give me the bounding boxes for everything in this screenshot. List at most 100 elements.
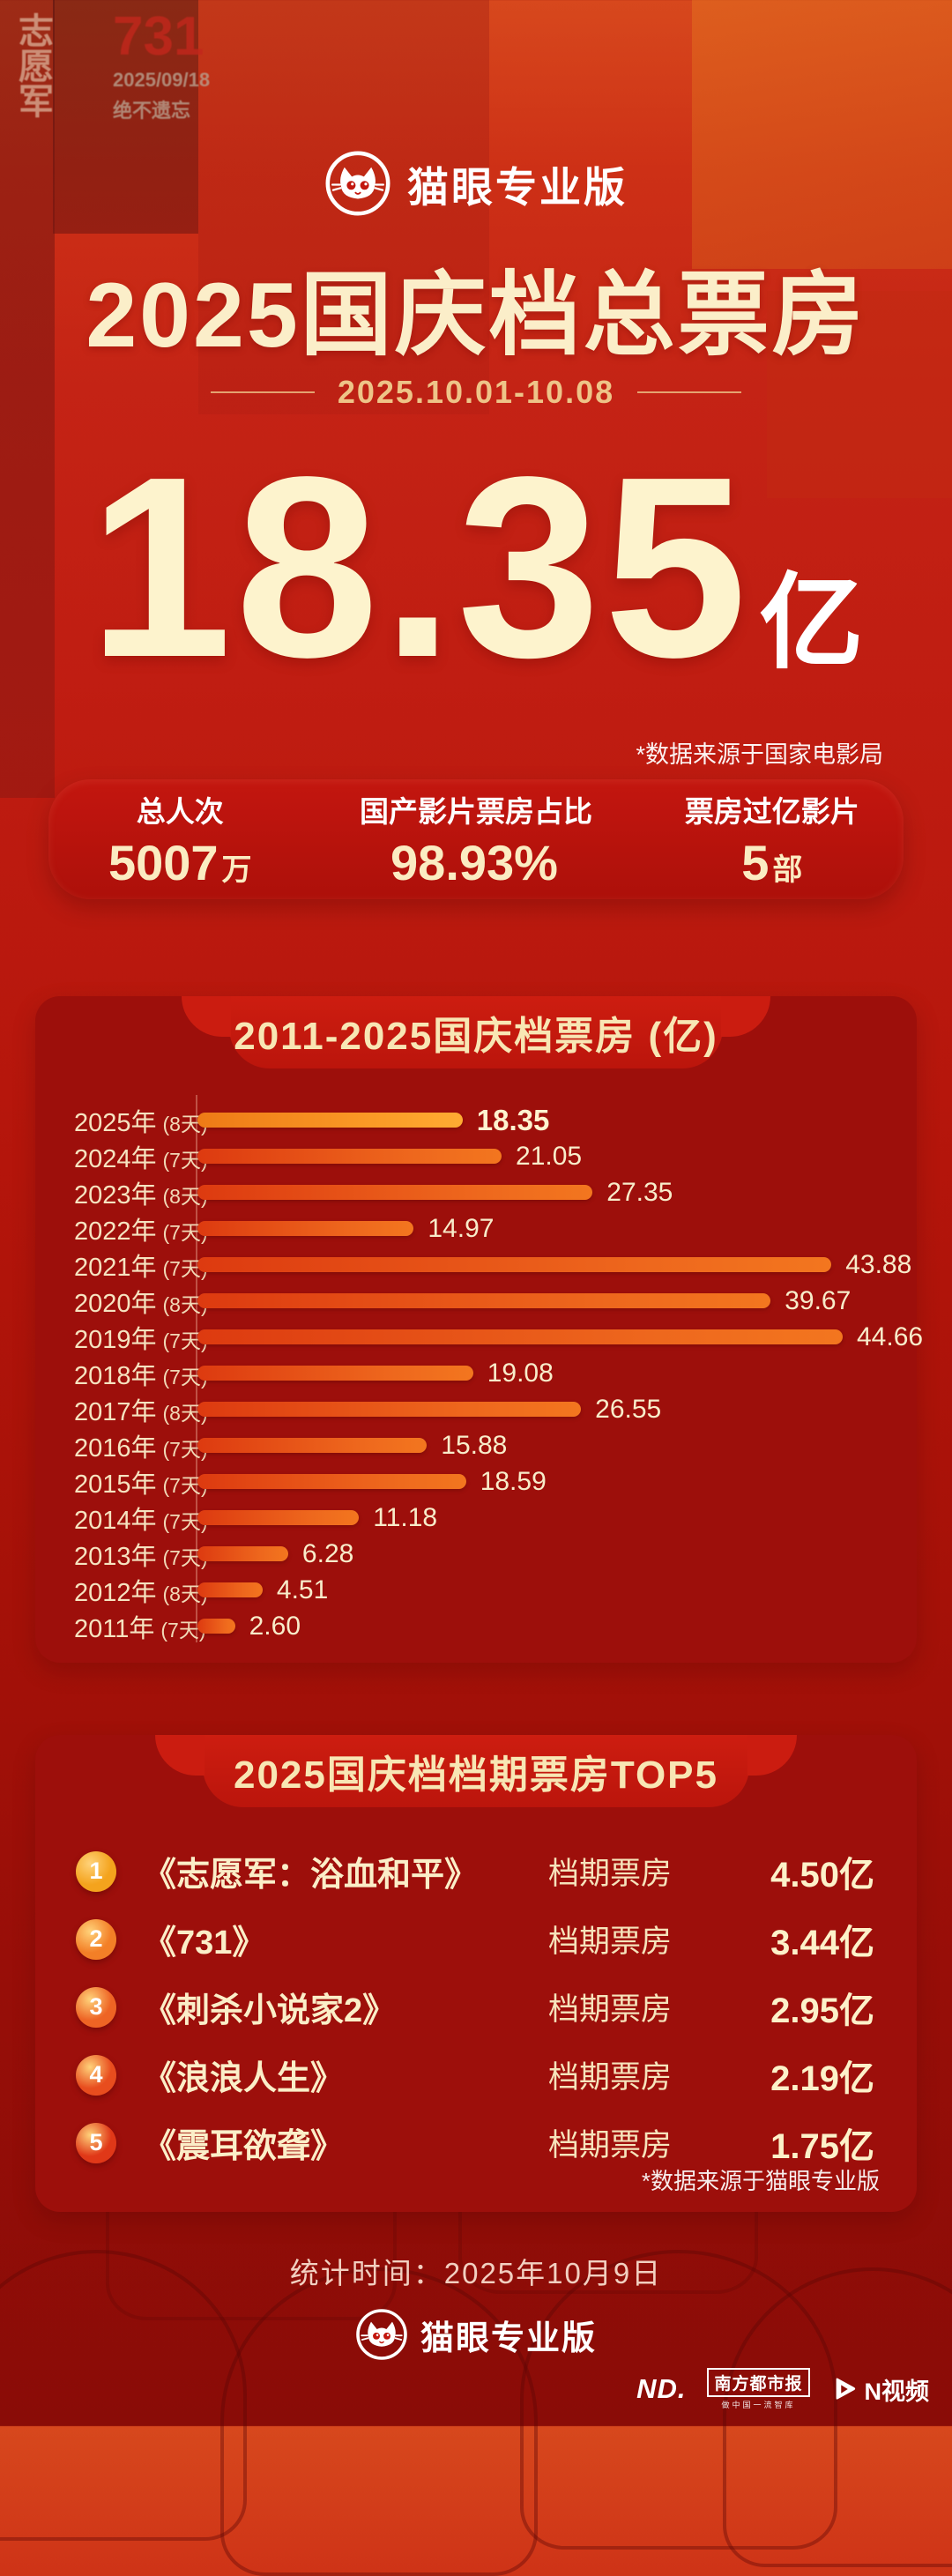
rank-badge: 4: [76, 2054, 116, 2096]
movie-box-office: 3.44亿: [770, 1923, 874, 1962]
date-divider-left: [210, 391, 315, 393]
rank-badge: 3: [76, 1986, 116, 2028]
total-box-office-value: 18.35: [88, 423, 751, 711]
chart-bar-track: 15.88: [196, 1427, 917, 1463]
poster-block-topright: [692, 0, 952, 269]
chart-row: 2021年 (7天) 43.88: [74, 1247, 917, 1283]
top5-row: 5 《震耳欲聋》 档期票房 1.75亿: [76, 2109, 874, 2177]
top5-card: 2025国庆档档期票房TOP5 1 《志愿军：浴血和平》档期票房 4.50亿 2 《73…: [35, 1735, 917, 2212]
metric-label: 档期票房: [548, 1925, 673, 1959]
chart-bar-value: 18.59: [480, 1467, 547, 1496]
stat-value: 5: [741, 834, 770, 890]
poster-text-date: 2025/09/18: [113, 69, 211, 91]
chart-bar-value: 14.97: [428, 1214, 495, 1243]
chart-bar: [197, 1221, 414, 1236]
chart-row: 2018年 (7天) 19.08: [74, 1355, 917, 1391]
rank-badge: 2: [76, 1918, 116, 1960]
chart-bar: [197, 1546, 288, 1561]
chart-year-label: 2021年 (7天): [74, 1253, 208, 1282]
stat-domestic-share: 国产影片票房占比 98.93%: [311, 788, 640, 891]
chart-bar-track: 18.59: [196, 1463, 917, 1500]
chart-bar-value: 6.28: [301, 1539, 354, 1568]
maoyan-cat-icon: [356, 2309, 407, 2360]
page-title: 2025国庆档总票房: [86, 264, 866, 367]
chart-year-label: 2017年 (8天): [74, 1397, 208, 1426]
poster-text-motto: 绝不遗忘: [113, 100, 191, 122]
source-note-national: *数据来源于国家电影局: [636, 741, 883, 768]
chart-row: 2019年 (7天) 44.66: [74, 1319, 923, 1355]
chart-bar: [197, 1185, 593, 1200]
chart-bar-track: 44.66: [196, 1319, 923, 1355]
stat-label: 票房过亿影片: [684, 794, 859, 828]
chart-bar-track: 6.28: [196, 1536, 917, 1572]
movie-title: 《731》: [143, 1925, 266, 1962]
top5-title: 2025国庆档档期票房TOP5: [233, 1753, 718, 1797]
chart-row: 2017年 (8天) 26.55: [74, 1391, 917, 1427]
source-note-maoyan: *数据来源于猫眼专业版: [641, 2168, 880, 2194]
chart-year-label: 2012年 (8天): [74, 1578, 208, 1607]
movie-title: 《志愿军：浴血和平》: [143, 1857, 479, 1894]
chart-year-label: 2024年 (7天): [74, 1144, 208, 1173]
chart-bar-track: 4.51: [196, 1572, 917, 1608]
rank-badge: 1: [76, 1850, 116, 1892]
chart-bar-value: 2.60: [249, 1612, 301, 1641]
movie-box-office: 2.19亿: [770, 2059, 874, 2098]
chart-year-label: 2011年 (7天): [74, 1614, 206, 1643]
chart-axis-line: [196, 1095, 197, 1642]
date-divider-right: [637, 391, 742, 393]
chart-bar-track: 18.35: [196, 1102, 917, 1138]
rank-badge: 5: [76, 2122, 116, 2163]
poster-text-731: 731: [113, 6, 205, 67]
paper-name: 南方都市报: [707, 2368, 810, 2397]
stat-value: 5007: [108, 834, 219, 890]
chart-rows: 2025年 (8天) 18.35 2024年 (7天) 21.05 2023年 (8天) 27.…: [35, 1095, 923, 1644]
footer-brand-name: 猫眼专业版: [420, 2319, 597, 2357]
poster-block-topleft: [53, 0, 198, 234]
chart-bar-track: 39.67: [196, 1283, 917, 1319]
chart-row: 2024年 (7天) 21.05: [74, 1138, 917, 1174]
stat-total-admissions: 总人次 5007 万: [48, 788, 311, 891]
chart-bar: [197, 1619, 235, 1634]
chart-year-label: 2023年 (8天): [74, 1180, 208, 1210]
chart-year-label: 2016年 (7天): [74, 1433, 208, 1463]
chart-bar: [197, 1582, 263, 1597]
metric-label: 档期票房: [548, 2060, 673, 2095]
top5-header-band: 2025国庆档档期票房TOP5: [155, 1735, 797, 1807]
movie-box-office: 4.50亿: [770, 1855, 874, 1895]
movie-box-office: 1.75亿: [770, 2126, 874, 2166]
chart-title: 2011-2025国庆档票房 (亿): [234, 1015, 718, 1058]
nvideo-name: N视频: [864, 2378, 930, 2405]
chart-year-label: 2014年 (7天): [74, 1506, 208, 1535]
chart-bar-value: 39.67: [785, 1286, 852, 1315]
chart-bar-value: 18.35: [476, 1104, 550, 1136]
metric-label: 档期票房: [548, 2128, 673, 2163]
poster-block-right: [767, 291, 952, 498]
chart-year-label: 2025年 (8天): [74, 1108, 208, 1137]
chart-row: 2012年 (8天) 4.51: [74, 1572, 917, 1608]
chart-bar: [197, 1474, 466, 1489]
statistics-timestamp: 统计时间：2025年10月9日: [289, 2257, 663, 2289]
movie-title: 《浪浪人生》: [143, 2060, 345, 2097]
chart-bar: [197, 1510, 360, 1525]
chart-bar-value: 21.05: [516, 1142, 583, 1171]
brand-name: 猫眼专业版: [407, 163, 628, 211]
chart-bar-track: 21.05: [196, 1138, 917, 1174]
chart-bar-track: 27.35: [196, 1174, 917, 1210]
chart-row: 2016年 (7天) 15.88: [74, 1427, 917, 1463]
top5-row: 4 《浪浪人生》 档期票房 2.19亿: [76, 2041, 874, 2109]
poster-text-vertical: 志愿军: [13, 12, 52, 118]
chart-bar: [197, 1366, 473, 1381]
content-layer: 猫眼专业版 2025国庆档总票房 2025.10.01-10.08 18.35 …: [35, 163, 930, 2405]
chart-bar: [197, 1329, 843, 1344]
movie-box-office: 2.95亿: [770, 1991, 874, 2030]
chart-bar-track: 14.97: [196, 1210, 917, 1247]
chart-bar: [197, 1149, 502, 1164]
play-icon: [836, 2378, 855, 2400]
chart-bar-track: 19.08: [196, 1355, 917, 1391]
chart-row: 2011年 (7天) 2.60: [74, 1608, 917, 1644]
top5-row: 3 《刺杀小说家2》 档期票房 2.95亿: [76, 1973, 874, 2041]
chart-row: 2023年 (8天) 27.35: [74, 1174, 917, 1210]
chart-bar-value: 43.88: [845, 1250, 912, 1279]
chart-row: 2014年 (7天) 11.18: [74, 1500, 917, 1536]
